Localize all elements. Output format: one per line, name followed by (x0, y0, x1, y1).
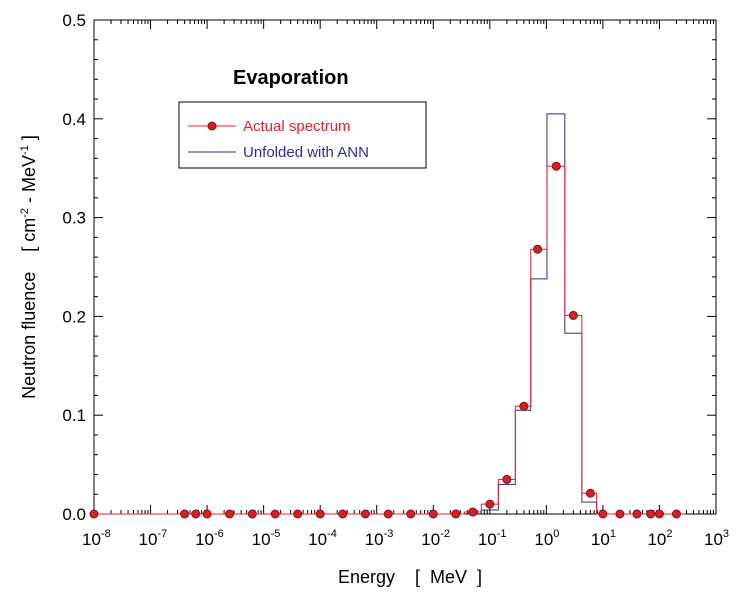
x-tick-label: 10-8 (82, 528, 111, 549)
x-tick-labels: 10-8 10-7 10-6 10-5 10-4 10-3 10-2 10-1 100 101 10… (82, 528, 729, 549)
x-tick-label: 10-6 (195, 528, 224, 549)
x-axis-label: Energy [ MeV ] (338, 567, 482, 587)
legend-box (178, 101, 427, 169)
actual-spectrum-point (428, 509, 438, 519)
actual-spectrum-point (225, 509, 235, 519)
y-axis-unit-mid: - MeV (19, 155, 39, 208)
actual-spectrum-point (551, 161, 561, 171)
actual-spectrum-point (191, 509, 201, 519)
x-tick-label: 100 (534, 528, 559, 549)
actual-spectrum-point (519, 401, 529, 411)
legend-label-ann: Unfolded with ANN (243, 144, 369, 161)
actual-spectrum-point (180, 509, 190, 519)
actual-spectrum-point (671, 509, 681, 519)
actual-spectrum-point (360, 509, 370, 519)
y-tick-label: 0.1 (62, 406, 86, 425)
y-axis-unit-exp1: -2 (19, 208, 31, 218)
series-group (89, 113, 685, 519)
actual-spectrum-point (533, 244, 543, 254)
actual-spectrum-point (654, 509, 664, 519)
actual-spectrum-point (468, 507, 478, 517)
x-tick-label: 10-7 (139, 528, 168, 549)
y-axis-label: Neutron fluence [ cm-2 - MeV-1 ] (19, 135, 39, 399)
actual-spectrum-point (406, 509, 416, 519)
major-ticks (93, 19, 717, 515)
x-tick-label: 101 (591, 528, 616, 549)
actual-spectrum-point (502, 474, 512, 484)
actual-spectrum-point (338, 509, 348, 519)
actual-spectrum-point (247, 509, 257, 519)
legend: Actual spectrum Unfolded with ANN (178, 101, 427, 169)
actual-spectrum-point (585, 488, 595, 498)
y-axis-label-main: Neutron fluence (19, 272, 39, 399)
x-tick-label: 10-1 (478, 528, 507, 549)
plot-frame (93, 19, 717, 515)
actual-spectrum-point (646, 509, 656, 519)
x-tick-label: 10-3 (365, 528, 394, 549)
actual-spectrum-point (451, 509, 461, 519)
actual-spectrum-point (568, 310, 578, 320)
chart-title: Evaporation (233, 67, 349, 89)
y-axis-unit: [ cm (19, 218, 39, 252)
y-tick-label: 0.3 (62, 209, 86, 228)
x-tick-label: 102 (647, 528, 672, 549)
legend-marker-actual (207, 121, 217, 131)
actual-spectrum-point (598, 509, 608, 519)
x-tick-label: 10-2 (421, 528, 450, 549)
x-tick-label: 10-4 (308, 528, 337, 549)
series-actual-spectrum-line (94, 165, 685, 515)
actual-spectrum-point (293, 509, 303, 519)
y-axis-unit-exp2: -1 (19, 145, 31, 155)
y-tick-label: 0.5 (62, 11, 86, 30)
legend-label-actual: Actual spectrum (243, 118, 351, 135)
actual-spectrum-point (485, 499, 495, 509)
actual-spectrum-point (89, 509, 99, 519)
actual-spectrum-point (202, 509, 212, 519)
actual-spectrum-point (383, 509, 393, 519)
actual-spectrum-point (315, 509, 325, 519)
y-tick-label: 0.0 (62, 505, 86, 524)
actual-spectrum-point (632, 509, 642, 519)
y-axis-unit-end: ] (19, 135, 39, 145)
actual-spectrum-point (270, 509, 280, 519)
y-tick-label: 0.4 (62, 110, 86, 129)
x-tick-label: 10-5 (252, 528, 281, 549)
series-unfolded-ann-line (480, 113, 610, 515)
minor-ticks (94, 20, 716, 514)
y-tick-label: 0.2 (62, 307, 86, 326)
x-tick-label: 103 (704, 528, 729, 549)
actual-spectrum-point (615, 509, 625, 519)
y-tick-labels: 0.0 0.1 0.2 0.3 0.4 0.5 (62, 11, 86, 524)
